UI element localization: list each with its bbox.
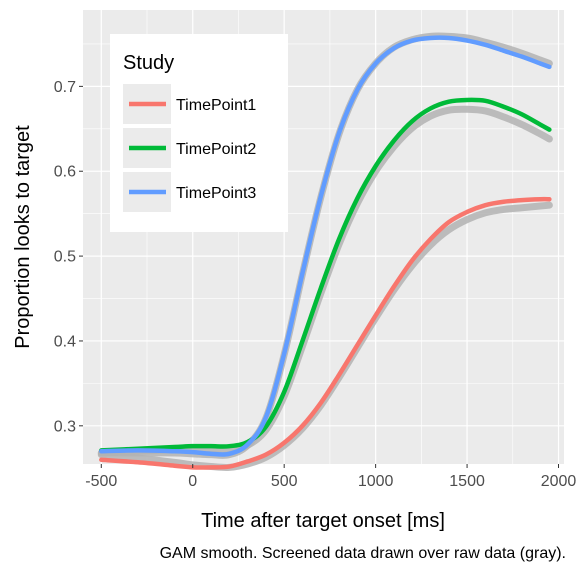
- legend-title: Study: [123, 52, 174, 74]
- legend-label-timepoint2: TimePoint2: [176, 141, 256, 158]
- chart-caption: GAM smooth. Screened data drawn over raw…: [160, 545, 566, 562]
- legend-label-timepoint1: TimePoint1: [176, 97, 256, 114]
- x-tick-label: 0: [188, 473, 197, 490]
- y-tick-label: 0.5: [54, 249, 76, 266]
- legend-label-timepoint3: TimePoint3: [176, 185, 256, 202]
- y-axis: 0.3 0.4 0.5 0.6 0.7: [54, 79, 83, 435]
- x-axis-title: Time after target onset [ms]: [201, 510, 445, 532]
- x-tick-label: -500: [85, 473, 117, 490]
- y-tick-label: 0.7: [54, 79, 76, 96]
- y-tick-label: 0.4: [54, 333, 76, 350]
- x-tick-label: 1000: [358, 473, 394, 490]
- y-tick-label: 0.6: [54, 164, 76, 181]
- x-tick-label: 2000: [541, 473, 576, 490]
- x-tick-label: 1500: [449, 473, 485, 490]
- series-line-timepoint2: [99, 97, 552, 453]
- series-line-timepoint1: [99, 196, 552, 470]
- y-axis-title: Proportion looks to target: [12, 125, 34, 349]
- y-tick-label: 0.3: [54, 418, 76, 435]
- x-axis: -500 0 500 1000 1500 2000: [85, 464, 576, 490]
- x-tick-label: 500: [271, 473, 298, 490]
- legend: Study TimePoint1 TimePoint2 TimePoint3: [110, 34, 288, 232]
- series-line-timepoint3: [99, 35, 552, 457]
- series-lines: [99, 35, 552, 470]
